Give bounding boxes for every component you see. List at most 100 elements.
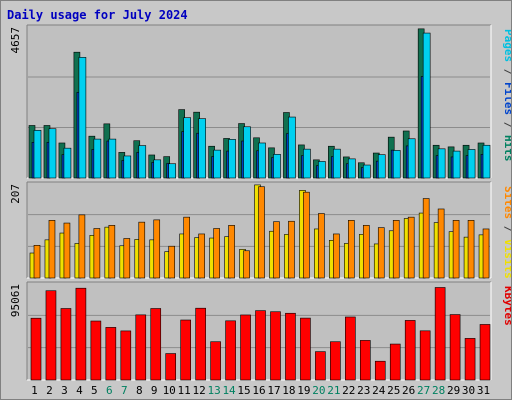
legend-entry: /	[502, 62, 511, 82]
kbytes-bar-kbytes	[180, 319, 191, 381]
hits-bar-pages	[348, 158, 356, 179]
sites-bar-sites	[198, 233, 205, 279]
sites-bar-sites	[93, 228, 101, 279]
x-tick-label: 2	[46, 384, 53, 397]
kbytes-bar-kbytes	[75, 287, 87, 381]
kbytes-bar-kbytes	[345, 316, 356, 381]
sites-bar-sites	[153, 219, 161, 279]
legend-entry: /	[502, 115, 511, 135]
kbytes-bar-kbytes	[374, 360, 386, 381]
hits-bar-pages	[377, 154, 386, 179]
x-tick-label: 26	[402, 384, 415, 397]
hits-bar-pages	[138, 145, 147, 179]
kbytes-bar-kbytes	[210, 341, 221, 381]
kbytes-bar-kbytes	[195, 307, 206, 381]
hits-legend-label: Pages / Files / Hits	[502, 29, 511, 162]
sites-bar-sites	[467, 220, 475, 279]
hits-bar-pages	[78, 57, 87, 179]
sites-bar-sites	[318, 213, 325, 279]
hits-bar-pages	[153, 159, 162, 179]
kbytes-bar-kbytes	[285, 312, 296, 381]
x-tick-label: 5	[91, 384, 98, 397]
sites-bar-sites	[243, 250, 250, 279]
sites-bar-sites	[183, 216, 190, 279]
kbytes-bar-kbytes	[105, 327, 117, 381]
hits-bar-pages	[362, 164, 371, 179]
x-tick-label: 7	[121, 384, 128, 397]
sites-bar-sites	[258, 186, 265, 279]
hits-bar-pages	[93, 138, 102, 179]
sites-bar-sites	[422, 198, 430, 279]
kbytes-bar-kbytes	[225, 320, 236, 381]
hits-bar-pages	[392, 150, 401, 179]
legend-entry: KBytes	[502, 286, 511, 326]
x-tick-label: 20	[312, 384, 325, 397]
kbytes-bar-kbytes	[150, 308, 162, 381]
kbytes-bar-kbytes	[240, 314, 251, 381]
hits-bar-pages	[318, 161, 326, 179]
hits-bar-pages	[273, 154, 281, 179]
kbytes-bar-kbytes	[120, 330, 132, 381]
hits-bar-pages	[467, 149, 476, 179]
sites-bar-sites	[407, 216, 415, 279]
sites-bar-sites	[288, 220, 295, 279]
kbytes-bar-kbytes	[449, 314, 461, 381]
x-tick-label: 23	[357, 384, 370, 397]
hits-bar-pages	[288, 116, 296, 179]
kbytes-bar-kbytes	[315, 351, 326, 381]
x-tick-label: 22	[342, 384, 355, 397]
sites-bar-sites	[333, 233, 340, 279]
kbytes-bar-kbytes	[135, 314, 147, 381]
kbytes-ymax-label: 95061	[9, 284, 22, 317]
sites-bar-sites	[108, 225, 116, 279]
x-tick-label: 4	[76, 384, 83, 397]
x-tick-label: 19	[297, 384, 310, 397]
sites-ymax-label: 207	[9, 184, 22, 204]
sites-bar-sites	[303, 191, 310, 279]
x-tick-label: 17	[267, 384, 280, 397]
x-tick-label: 3	[61, 384, 68, 397]
hits-bar-pages	[108, 138, 117, 179]
x-tick-label: 10	[163, 384, 176, 397]
kbytes-bar-kbytes	[45, 290, 57, 381]
x-tick-label: 12	[193, 384, 206, 397]
x-tick-label: 29	[447, 384, 460, 397]
kbytes-bar-kbytes	[479, 324, 491, 381]
hits-bar-pages	[407, 138, 416, 179]
kbytes-bar-kbytes	[330, 341, 341, 381]
hits-bar-pages	[183, 117, 191, 179]
kbytes-bar-kbytes	[270, 311, 281, 381]
x-tick-label: 24	[372, 384, 386, 397]
sites-bar-sites	[482, 228, 490, 279]
kbytes-bar-kbytes	[255, 310, 266, 381]
hits-bar-pages	[482, 144, 491, 179]
legend-entry: Sites	[502, 186, 511, 219]
legend-entry: Visits	[502, 239, 511, 279]
kbytes-bar-kbytes	[434, 287, 446, 381]
kbytes-legend-label: KBytes	[502, 286, 511, 326]
x-tick-label: 6	[106, 384, 113, 397]
kbytes-bar-kbytes	[464, 338, 476, 381]
legend-entry: /	[502, 219, 511, 239]
x-tick-label: 21	[327, 384, 340, 397]
x-tick-label: 13	[207, 384, 220, 397]
hits-bar-pages	[48, 128, 57, 179]
x-tick-label: 11	[178, 384, 191, 397]
sites-bar-sites	[168, 245, 176, 279]
hits-bar-pages	[243, 126, 251, 179]
sites-bar-sites	[452, 220, 460, 279]
sites-bar-sites	[228, 225, 235, 279]
x-tick-label: 31	[477, 384, 490, 397]
sites-bar-sites	[48, 220, 56, 279]
hits-bar-pages	[198, 118, 206, 179]
kbytes-bar-kbytes	[404, 320, 416, 381]
x-tick-label: 15	[237, 384, 250, 397]
hits-bar-pages	[303, 148, 311, 179]
hits-bar-pages	[213, 149, 221, 179]
kbytes-bar-kbytes	[165, 353, 177, 381]
sites-bar-sites	[213, 228, 220, 279]
hits-bar-pages	[333, 148, 341, 179]
kbytes-bar-kbytes	[419, 330, 431, 381]
sites-bar-sites	[348, 220, 355, 279]
